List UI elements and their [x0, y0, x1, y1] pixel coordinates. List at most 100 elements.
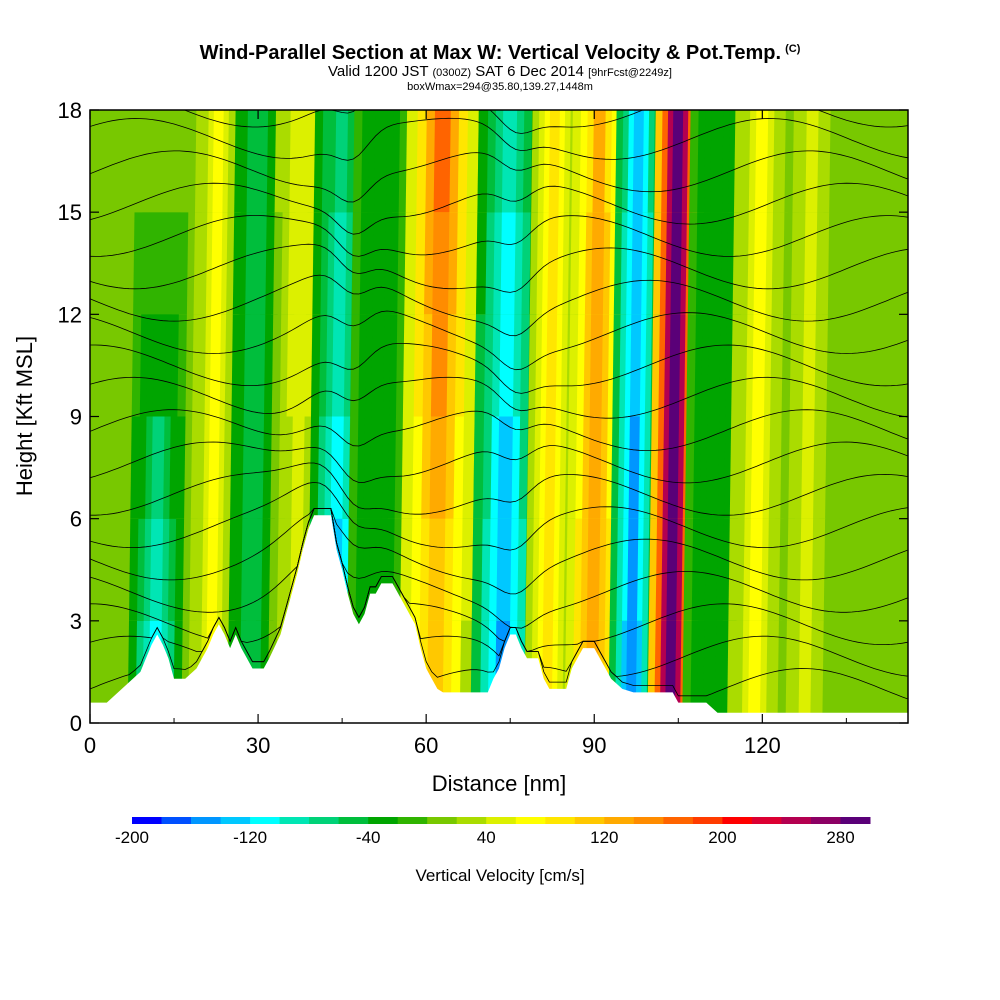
colorbar-swatch-18	[663, 817, 694, 824]
theta-contour-6	[90, 462, 908, 516]
theta-contour-11	[90, 310, 908, 371]
theta-contour-7	[90, 441, 908, 484]
theta-contour-9	[90, 376, 908, 419]
colorbar-swatch-16	[604, 817, 635, 824]
velocity-band-10	[632, 110, 644, 213]
x-tick-label-1: 30	[246, 733, 270, 758]
velocity-band-1	[209, 314, 221, 417]
velocity-band-1	[208, 416, 220, 519]
x-tick-label-2: 60	[414, 733, 438, 758]
colorbar-swatch-0	[132, 817, 162, 824]
velocity-band-8	[547, 212, 559, 315]
velocity-band-0	[149, 518, 164, 621]
velocity-band-5	[371, 314, 385, 417]
velocity-band-6	[432, 212, 450, 315]
velocity-band-2	[247, 416, 259, 519]
y-tick-label-1: 3	[70, 609, 82, 634]
colorbar-tick-label-4: 120	[590, 828, 618, 847]
velocity-band-12	[708, 212, 722, 315]
velocity-band-8	[545, 314, 558, 417]
theta-contour-10	[90, 343, 908, 394]
velocity-band-0	[154, 212, 168, 315]
theta-contour-17	[90, 117, 908, 161]
velocity-band-15	[848, 212, 862, 315]
velocity-band-2	[246, 518, 258, 621]
velocity-band-11	[666, 518, 678, 621]
velocity-band-14	[802, 314, 816, 417]
colorbar-swatch-19	[692, 817, 723, 824]
velocity-band-9	[586, 518, 601, 621]
subtitle-date: SAT 6 Dec 2014	[475, 63, 584, 80]
colorbar-tick-label-1: -120	[233, 828, 267, 847]
velocity-band-7	[500, 212, 516, 315]
colorbar: -200 -120 -40 40 120 200 280	[115, 817, 871, 847]
velocity-band-12	[703, 620, 717, 723]
colorbar-label: Vertical Velocity [cm/s]	[415, 866, 584, 885]
x-tick-label-4: 120	[744, 733, 781, 758]
colorbar-swatch-24	[840, 817, 871, 824]
velocity-band-3	[295, 110, 309, 213]
velocity-band-11	[667, 416, 679, 519]
velocity-band-12	[704, 518, 718, 621]
colorbar-swatch-2	[191, 817, 221, 824]
velocity-band-12	[707, 314, 721, 417]
velocity-band-13	[748, 620, 762, 723]
x-axis-label: Distance [nm]	[432, 771, 567, 796]
colorbar-swatch-9	[397, 817, 428, 824]
theta-contour-16	[90, 150, 908, 203]
velocity-band-15	[844, 518, 858, 621]
chart-title: Wind-Parallel Section at Max W: Vertical…	[199, 42, 801, 64]
velocity-band-3	[294, 212, 308, 315]
velocity-band-0	[155, 110, 169, 213]
theta-contour-15	[90, 182, 908, 235]
colorbar-tick-label-3: 40	[477, 828, 496, 847]
velocity-band-14	[804, 212, 818, 315]
velocity-band-12	[710, 110, 724, 213]
y-tick-label-3: 9	[70, 405, 82, 430]
chart-subtitle-2: boxWmax=294@35.80,139.27,1448m	[407, 81, 593, 93]
title-block: Wind-Parallel Section at Max W: Vertical…	[0, 38, 1000, 93]
theta-contour-5	[90, 481, 908, 551]
velocity-band-5	[374, 110, 388, 213]
velocity-field	[90, 110, 908, 723]
velocity-band-1	[206, 518, 219, 621]
colorbar-swatch-7	[338, 817, 369, 824]
velocity-band-9	[591, 212, 605, 315]
colorbar-swatch-10	[427, 817, 458, 824]
velocity-band-10	[631, 212, 643, 315]
colorbar-swatch-8	[368, 817, 399, 824]
velocity-band-14	[798, 620, 812, 723]
velocity-band-14	[801, 416, 815, 519]
velocity-band-8	[543, 518, 555, 621]
velocity-band-2	[250, 212, 262, 315]
subtitle-valid: Valid 1200 JST	[327, 63, 429, 80]
colorbar-swatch-3	[220, 817, 251, 824]
velocity-band-6	[433, 110, 451, 213]
y-tick-label-6: 18	[58, 98, 82, 123]
velocity-band-15	[843, 620, 857, 723]
colorbar-swatch-14	[545, 817, 576, 824]
theta-contour-2	[90, 508, 908, 652]
theta-contour-14	[90, 215, 908, 257]
theta-contour-12	[90, 274, 908, 337]
velocity-band-1	[212, 110, 224, 213]
colorbar-tick-label-2: -40	[356, 828, 381, 847]
velocity-band-3	[291, 416, 305, 519]
velocity-band-6	[429, 416, 447, 519]
colorbar-swatch-1	[161, 817, 192, 824]
y-tick-label-5: 15	[58, 200, 82, 225]
colorbar-swatch-17	[633, 817, 664, 824]
velocity-band-6	[428, 518, 446, 621]
velocity-band-0	[152, 314, 166, 417]
terrain	[90, 515, 908, 723]
velocity-band-1	[211, 212, 223, 315]
velocity-band-4	[330, 416, 344, 519]
colorbar-swatch-4	[250, 817, 281, 824]
velocity-band-7	[496, 518, 512, 621]
colorbar-tick-label-6: 280	[826, 828, 854, 847]
colorbar-swatch-11	[456, 817, 487, 824]
velocity-band-5	[369, 416, 383, 519]
x-tick-label-0: 0	[84, 733, 96, 758]
colorbar-swatch-22	[781, 817, 812, 824]
